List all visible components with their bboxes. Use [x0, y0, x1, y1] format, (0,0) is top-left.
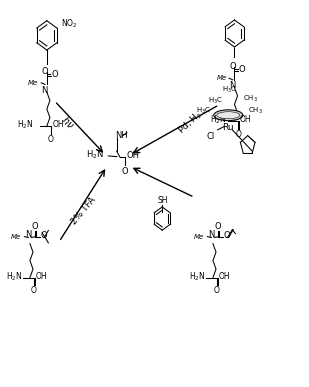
Text: O: O [235, 130, 241, 139]
Text: O: O [223, 231, 230, 240]
Text: OH: OH [218, 272, 230, 281]
Text: O: O [51, 70, 58, 79]
Text: NO$_2$: NO$_2$ [61, 17, 77, 30]
Text: N: N [209, 229, 215, 239]
Text: H$_3$C: H$_3$C [196, 106, 211, 116]
Ellipse shape [214, 110, 243, 121]
Text: H$_2$N: H$_2$N [189, 270, 205, 283]
Text: Pd, H$_2$: Pd, H$_2$ [176, 108, 206, 137]
Text: Me: Me [194, 234, 204, 240]
Text: OH: OH [53, 120, 64, 129]
Text: 2% TFA: 2% TFA [70, 195, 98, 226]
Text: CH$_3$: CH$_3$ [243, 94, 258, 104]
Text: H$_3$C: H$_3$C [208, 96, 223, 106]
Text: Me: Me [217, 75, 227, 81]
Ellipse shape [217, 112, 240, 119]
Text: O: O [122, 166, 128, 176]
Text: H$_2$N: H$_2$N [210, 114, 227, 127]
Text: OH: OH [240, 115, 252, 124]
Text: Me: Me [28, 80, 38, 86]
Text: OH: OH [36, 272, 47, 281]
Text: methyl: methyl [39, 84, 44, 85]
Text: O: O [239, 65, 245, 74]
Text: O: O [31, 286, 37, 295]
Text: O: O [41, 67, 48, 76]
Text: NH: NH [116, 131, 128, 140]
Text: N: N [41, 86, 48, 95]
Text: SH: SH [158, 196, 168, 205]
Text: N: N [26, 229, 32, 239]
Text: H$_2$N: H$_2$N [87, 148, 104, 161]
Text: O: O [40, 231, 47, 240]
Text: O: O [31, 221, 38, 231]
Text: OH: OH [126, 151, 139, 160]
Text: H$_3$C: H$_3$C [222, 85, 237, 95]
Text: Me: Me [11, 234, 21, 240]
Text: O: O [48, 135, 54, 144]
Text: H$_2$N: H$_2$N [17, 118, 33, 131]
Text: CH$_3$: CH$_3$ [248, 106, 263, 116]
Text: Ru: Ru [222, 123, 234, 132]
Text: Cl: Cl [206, 132, 214, 141]
Text: $h\nu$: $h\nu$ [59, 113, 77, 131]
Text: O: O [214, 286, 220, 295]
Text: O: O [214, 221, 221, 231]
Text: O: O [229, 62, 236, 71]
Text: H$_2$N: H$_2$N [6, 270, 22, 283]
Text: N: N [230, 81, 236, 90]
